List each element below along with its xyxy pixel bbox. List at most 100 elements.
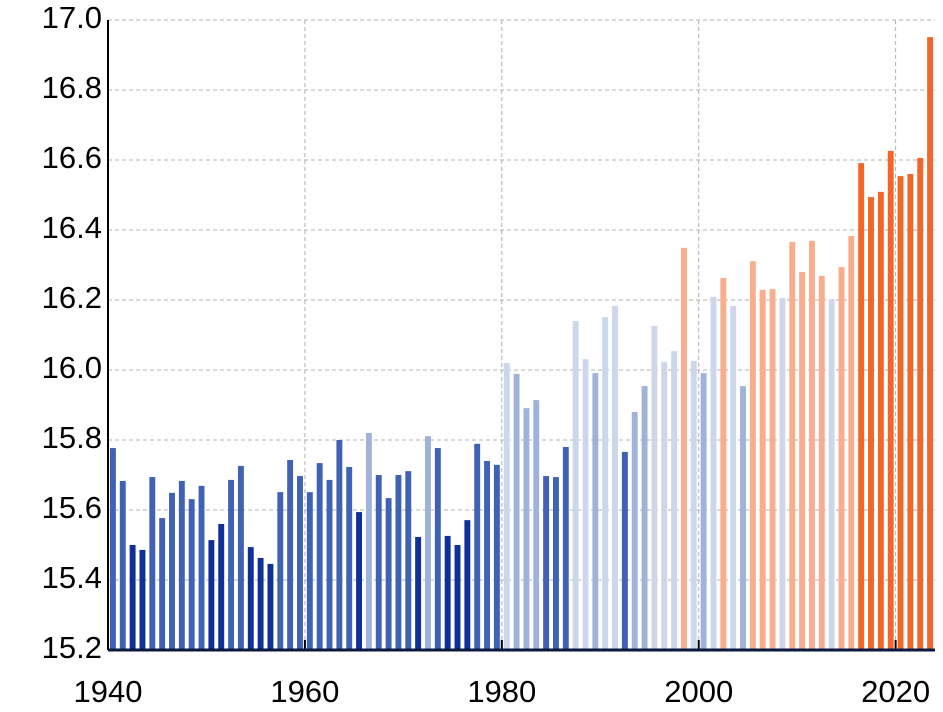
bar xyxy=(710,296,717,650)
bar xyxy=(425,436,431,650)
bar xyxy=(188,499,195,650)
x-tick-label: 1940 xyxy=(74,674,143,709)
bar xyxy=(346,466,353,650)
bar xyxy=(503,363,510,650)
x-tick-label: 2000 xyxy=(664,674,733,709)
bar xyxy=(749,261,756,650)
bar xyxy=(139,549,146,650)
x-tick-label: 1960 xyxy=(270,674,339,709)
bar xyxy=(385,498,392,650)
bar xyxy=(848,235,855,650)
bar xyxy=(129,545,136,650)
y-tick-label: 15.2 xyxy=(42,630,102,665)
bar xyxy=(887,150,894,650)
y-tick-label: 16.2 xyxy=(42,280,102,315)
bar xyxy=(661,361,668,650)
bar xyxy=(562,447,569,650)
bar xyxy=(208,540,215,650)
bar xyxy=(838,267,845,650)
bar xyxy=(356,512,363,650)
bar xyxy=(907,174,914,650)
y-tick-label: 16.6 xyxy=(42,140,102,175)
bar xyxy=(375,475,382,650)
y-tick-label: 17.0 xyxy=(42,0,102,35)
bar xyxy=(602,317,609,650)
x-tick-label: 1980 xyxy=(467,674,536,709)
bar xyxy=(464,520,471,650)
y-tick-label: 15.8 xyxy=(42,420,102,455)
bar xyxy=(169,492,175,650)
bar xyxy=(326,479,333,650)
y-tick-label: 15.6 xyxy=(42,490,102,525)
bar xyxy=(671,351,678,650)
bar xyxy=(415,536,422,650)
bar xyxy=(533,400,540,650)
bar xyxy=(769,289,776,650)
bar xyxy=(513,373,520,650)
bar xyxy=(877,191,884,650)
bar xyxy=(365,433,372,650)
bar xyxy=(297,476,303,650)
bar xyxy=(237,465,244,650)
bar xyxy=(405,471,412,650)
bar xyxy=(631,412,638,650)
bar xyxy=(454,545,461,650)
bar xyxy=(759,289,766,650)
bar xyxy=(582,359,589,650)
bar xyxy=(868,197,874,650)
bar xyxy=(808,240,815,650)
x-tick-label: 2020 xyxy=(861,674,930,709)
bar xyxy=(287,459,294,650)
bar xyxy=(277,492,284,650)
bar xyxy=(484,461,490,650)
bar xyxy=(651,325,658,650)
bar xyxy=(257,557,264,650)
bar xyxy=(395,475,402,650)
bar xyxy=(267,563,274,650)
bar xyxy=(306,492,313,650)
y-tick-label: 16.0 xyxy=(42,350,102,385)
bar xyxy=(474,443,481,650)
bar xyxy=(818,275,825,650)
bar xyxy=(553,477,559,650)
y-tick-label: 16.8 xyxy=(42,70,102,105)
bar xyxy=(917,157,924,650)
bar xyxy=(218,524,225,650)
bar xyxy=(700,373,707,650)
bar xyxy=(178,480,185,650)
bar xyxy=(779,297,786,650)
bar xyxy=(828,298,835,650)
bar xyxy=(228,479,235,650)
bar xyxy=(592,373,599,650)
bar xyxy=(198,485,205,650)
bar xyxy=(572,321,579,650)
bar xyxy=(927,37,934,650)
bar xyxy=(444,535,451,650)
bar xyxy=(858,163,865,650)
bar xyxy=(434,448,441,650)
bar xyxy=(119,480,126,650)
bar xyxy=(336,440,343,650)
bar xyxy=(897,176,904,650)
bar xyxy=(680,247,687,650)
bar xyxy=(799,272,806,650)
bar xyxy=(149,477,156,650)
bar xyxy=(543,476,550,650)
bar xyxy=(316,463,323,650)
bar xyxy=(690,360,697,650)
bar xyxy=(523,408,530,650)
bar xyxy=(789,241,796,650)
bar xyxy=(740,386,746,650)
y-tick-label: 15.4 xyxy=(42,560,102,595)
bar xyxy=(641,386,648,650)
bar xyxy=(730,305,737,650)
bar xyxy=(493,464,500,650)
bar xyxy=(720,277,727,650)
bar xyxy=(159,518,166,650)
bar xyxy=(612,305,618,650)
bar xyxy=(247,547,254,650)
bar xyxy=(621,451,628,650)
y-tick-label: 16.4 xyxy=(42,210,102,245)
bar xyxy=(109,448,116,650)
